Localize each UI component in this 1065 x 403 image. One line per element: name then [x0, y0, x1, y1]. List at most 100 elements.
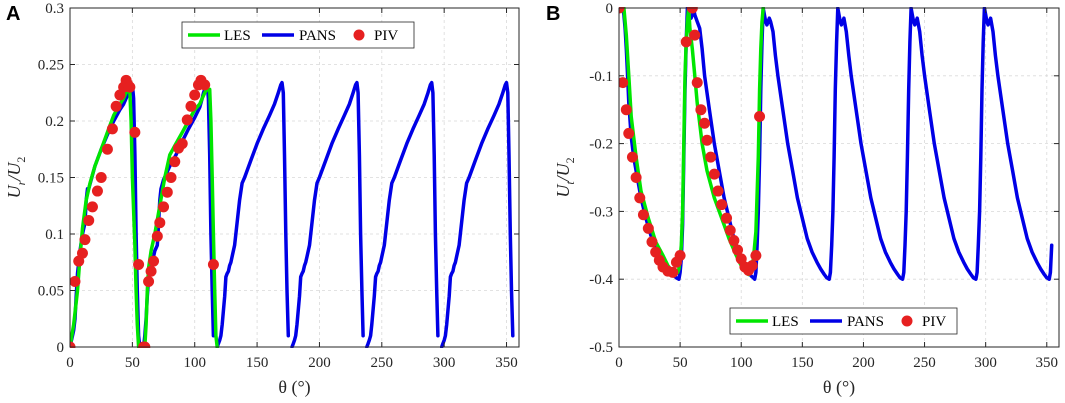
x-tick-label: 0 [66, 355, 74, 371]
legend-piv-label-b: PIV [922, 314, 946, 330]
y-tick-label: 0.15 [38, 171, 64, 187]
series-point-piv [133, 259, 145, 271]
plot-area-b [619, 7, 1054, 281]
y-tick-label: 0.05 [38, 284, 64, 300]
x-tick-label: 350 [495, 355, 518, 371]
series-line-pans [141, 83, 216, 348]
y-title-a-sub: r [14, 180, 28, 185]
series-point-piv [189, 89, 201, 101]
x-tick-label: 0 [615, 355, 623, 371]
x-tick-label: 250 [913, 355, 936, 371]
series-point-piv [91, 185, 103, 197]
y-title-b-sub: t [563, 181, 577, 185]
series-point-piv [646, 236, 658, 248]
series-point-piv [619, 77, 629, 89]
series-point-piv [695, 104, 707, 116]
series-point-piv [674, 249, 686, 261]
x-tick-label: 350 [1036, 355, 1059, 371]
x-tick-label: 300 [433, 355, 456, 371]
series-point-piv [151, 230, 163, 242]
series-point-piv [680, 36, 692, 48]
x-tick-label: 200 [852, 355, 875, 371]
series-point-piv [642, 222, 654, 234]
y-tick-label: 0.1 [45, 227, 64, 243]
panel-letter-a: A [6, 3, 20, 25]
series-point-piv [630, 172, 642, 183]
series-line-pans [439, 80, 515, 348]
legend-les-label-b: LES [772, 314, 799, 330]
series-point-piv [95, 172, 107, 183]
y-title-b-denom-sub: 2 [563, 157, 577, 163]
panel-b: B 0 50 100 150 200 250 300 350 -0.5 -0.4 -0.3 -0.2 -… [546, 1, 1060, 398]
x-axis-title-b: θ (°) [823, 377, 855, 398]
y-title-b-main: U [553, 184, 573, 198]
legend-pans-label-b: PANS [847, 314, 884, 330]
x-tick-label: 150 [791, 355, 814, 371]
series-point-piv [169, 156, 181, 168]
series-point-piv [161, 186, 173, 198]
y-tick-label: -0.2 [589, 137, 613, 153]
y-tick-label: 0.2 [45, 114, 64, 130]
series-point-piv [110, 100, 122, 112]
series-line-pans [290, 80, 365, 348]
x-axis-title-a: θ (°) [278, 377, 310, 398]
legend-piv-marker-a [353, 29, 365, 41]
series-point-piv [691, 77, 703, 89]
series-point-piv [139, 341, 151, 348]
series-point-piv [145, 265, 157, 277]
series-point-piv [76, 247, 88, 259]
series-point-piv [686, 7, 698, 14]
y-tick-label: -0.3 [589, 204, 613, 220]
series-point-piv [637, 209, 649, 221]
x-tick-label: 250 [371, 355, 394, 371]
axes-frame-b [618, 7, 1060, 348]
series-point-piv [716, 199, 728, 211]
series-point-piv [712, 185, 724, 197]
series-point-piv [148, 255, 160, 267]
series-point-piv [154, 217, 166, 229]
y-tick-label: -0.4 [589, 272, 613, 288]
y-title-b-denom: /U [553, 162, 573, 182]
ticks-a: 0 50 100 150 200 250 300 350 0 0.05 0.1 0.15 0.2 0.25… [38, 1, 519, 371]
y-title-a-denom: /U [4, 162, 24, 182]
series-point-piv [623, 127, 635, 139]
series-point-piv [158, 201, 170, 213]
series-point-piv [705, 151, 717, 163]
y-tick-label: 0.3 [45, 1, 64, 17]
legend-pans-label-a: PANS [299, 28, 336, 44]
series-point-piv [732, 244, 744, 256]
series-point-piv [165, 172, 177, 183]
y-tick-label: 0 [57, 340, 65, 356]
y-tick-label: 0 [606, 1, 614, 17]
y-axis-title-b: Ut/U2 [553, 157, 577, 197]
y-axis-title-a: Ur/U2 [4, 157, 28, 199]
series-point-piv [699, 117, 711, 129]
panel-letter-b: B [546, 3, 560, 25]
series-point-piv [106, 123, 118, 135]
series-point-piv [181, 114, 193, 126]
series-point-piv [70, 275, 81, 287]
panel-a: A 0 50 100 150 200 250 300 350 0 0.05 0.1 0.15 0.2 0.… [4, 1, 520, 398]
x-tick-label: 200 [308, 355, 331, 371]
y-tick-label: -0.1 [589, 69, 613, 85]
y-tick-label: 0.25 [38, 58, 64, 74]
series-point-piv [701, 134, 713, 146]
series-point-piv [86, 201, 98, 213]
series-point-piv [708, 168, 720, 180]
y-title-a-denom-sub: 2 [14, 157, 28, 163]
series-point-piv [724, 224, 736, 236]
series-point-piv [619, 7, 625, 14]
series-point-piv [176, 138, 188, 150]
series-line-pans [70, 83, 142, 348]
series-point-piv [728, 235, 740, 247]
x-tick-label: 100 [183, 355, 206, 371]
x-tick-label: 100 [730, 355, 753, 371]
series-point-piv [667, 266, 679, 278]
series-point-piv [634, 192, 646, 204]
series-point-piv [70, 341, 76, 348]
x-tick-label: 50 [125, 355, 140, 371]
series-line-pans [365, 80, 440, 348]
series-point-piv [626, 151, 638, 163]
legend-les-label-a: LES [224, 28, 251, 44]
series-point-piv [754, 110, 766, 122]
